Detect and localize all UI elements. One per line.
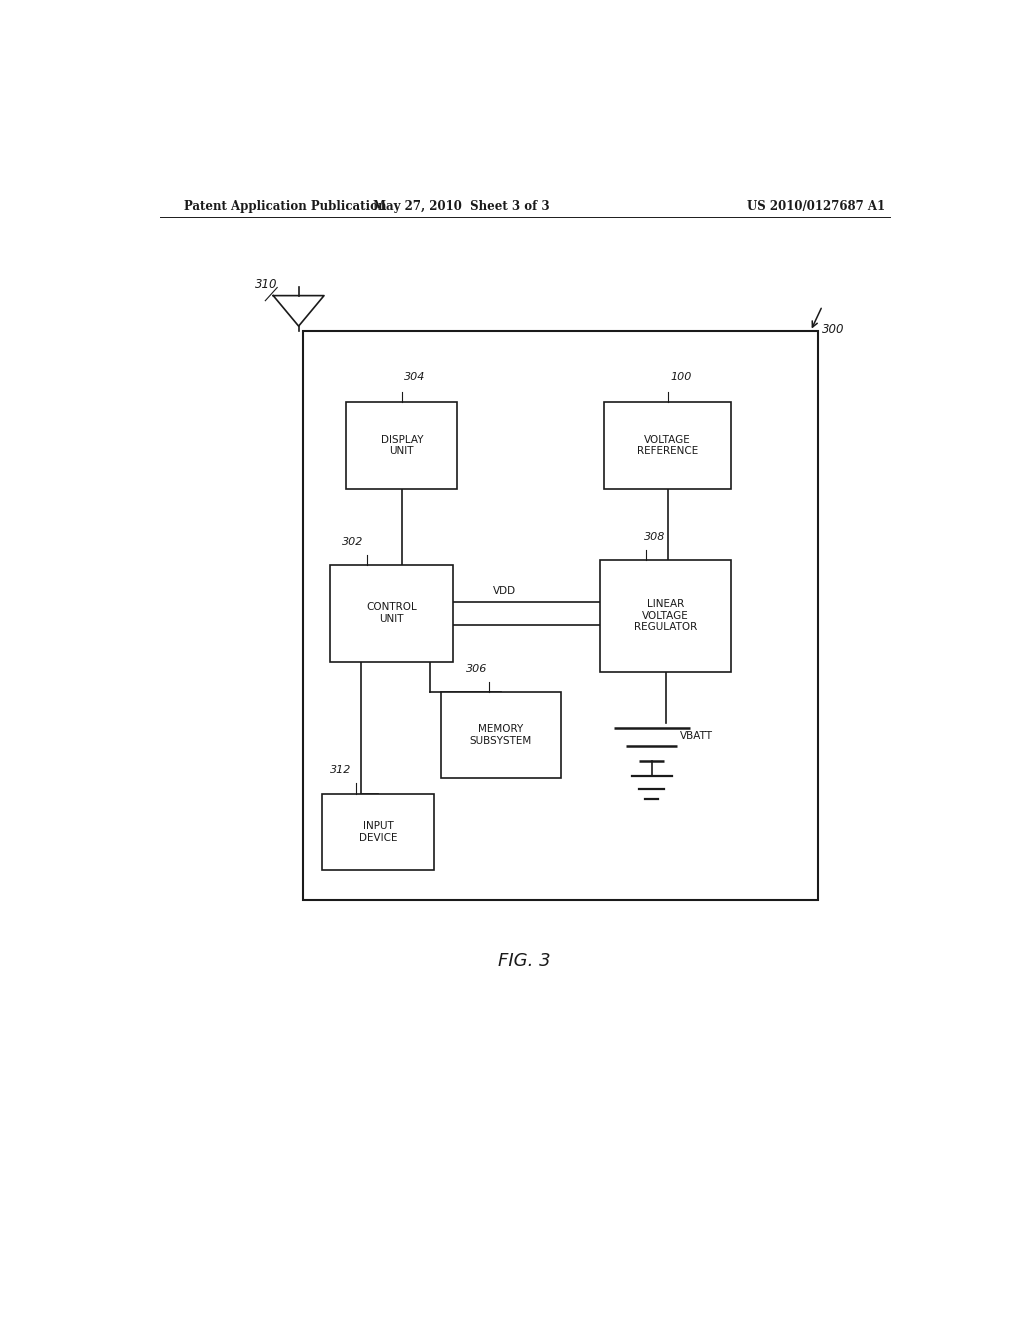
Text: INPUT
DEVICE: INPUT DEVICE — [358, 821, 397, 842]
Text: 100: 100 — [670, 372, 691, 381]
Text: 304: 304 — [404, 372, 426, 381]
Bar — [600, 560, 731, 672]
Bar — [346, 403, 458, 488]
Text: DISPLAY
UNIT: DISPLAY UNIT — [381, 434, 423, 457]
Text: 306: 306 — [466, 664, 487, 673]
Text: MEMORY
SUBSYSTEM: MEMORY SUBSYSTEM — [470, 725, 532, 746]
Text: 310: 310 — [255, 277, 278, 290]
Text: 312: 312 — [331, 766, 352, 775]
Text: US 2010/0127687 A1: US 2010/0127687 A1 — [748, 199, 885, 213]
Bar — [303, 331, 818, 900]
Text: LINEAR
VOLTAGE
REGULATOR: LINEAR VOLTAGE REGULATOR — [634, 599, 697, 632]
Bar — [604, 403, 731, 488]
Text: 302: 302 — [342, 537, 364, 546]
Text: 308: 308 — [644, 532, 666, 541]
Bar — [331, 565, 454, 661]
Bar — [441, 692, 560, 779]
Text: CONTROL
UNIT: CONTROL UNIT — [367, 602, 417, 624]
Text: VBATT: VBATT — [680, 731, 713, 741]
Text: FIG. 3: FIG. 3 — [499, 952, 551, 970]
Text: May 27, 2010  Sheet 3 of 3: May 27, 2010 Sheet 3 of 3 — [373, 199, 550, 213]
Text: VDD: VDD — [494, 586, 516, 595]
Bar — [323, 793, 433, 870]
Text: VOLTAGE
REFERENCE: VOLTAGE REFERENCE — [637, 434, 698, 457]
Text: Patent Application Publication: Patent Application Publication — [183, 199, 386, 213]
Text: 300: 300 — [822, 323, 845, 337]
